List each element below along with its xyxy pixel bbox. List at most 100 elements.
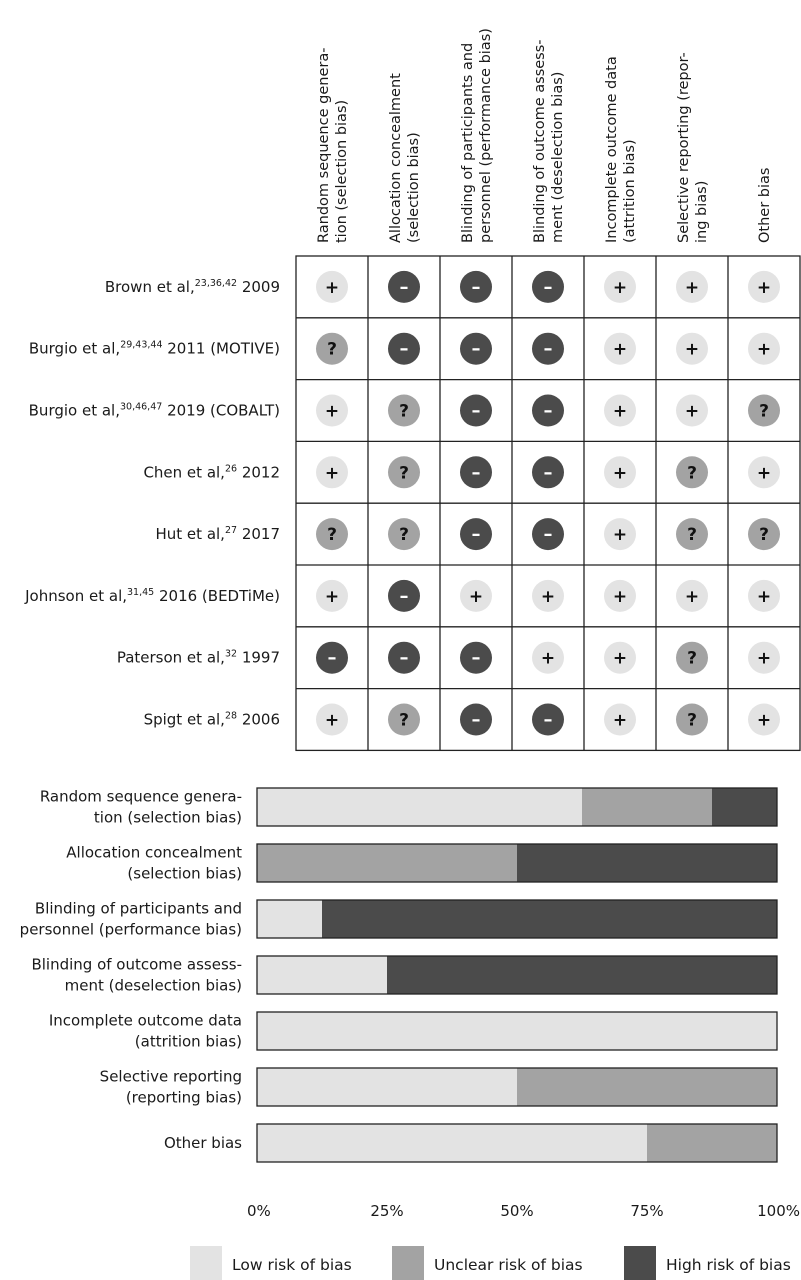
rating-circle	[460, 456, 492, 489]
plus-symbol: +	[541, 649, 555, 669]
bar-category-label: Blinding of outcome assess-	[31, 956, 242, 974]
rating-low: +	[460, 579, 492, 612]
bar-category-label: Allocation concealment	[66, 844, 242, 862]
bar-segment-high	[387, 956, 777, 994]
x-tick-label: 25%	[370, 1202, 403, 1220]
bar-category-label: Blinding of participants and	[35, 900, 242, 918]
column-header: Incomplete outcome data (attrition bias)	[604, 56, 638, 243]
rating-circle	[316, 270, 348, 303]
rating-high: –	[460, 703, 492, 736]
question-symbol: ?	[687, 463, 697, 483]
plus-symbol: +	[613, 525, 627, 545]
study-name: Johnson et al,	[24, 587, 127, 605]
rating-low: +	[316, 270, 348, 303]
plus-symbol: +	[325, 711, 339, 731]
study-year: 2019 (COBALT)	[162, 402, 280, 420]
legend-item-unclear: Unclear risk of bias	[392, 1246, 583, 1280]
column-header: Blinding of participants and personnel (p…	[460, 28, 494, 243]
plus-symbol: +	[613, 711, 627, 731]
plus-symbol: +	[757, 649, 771, 669]
study-references: 31,45	[127, 587, 154, 598]
minus-symbol: –	[544, 710, 553, 731]
rating-low: +	[316, 394, 348, 427]
rating-unclear: ?	[676, 641, 708, 674]
minus-symbol: –	[472, 524, 481, 545]
study-references: 27	[225, 525, 237, 536]
rating-high: –	[388, 579, 420, 612]
rating-circle	[532, 456, 564, 489]
table-grid	[295, 255, 801, 752]
study-label: Brown et al,23,36,42 2009	[105, 278, 280, 296]
rating-circle	[604, 394, 636, 427]
question-symbol: ?	[399, 463, 409, 483]
study-year: 2017	[237, 525, 280, 543]
rating-circle	[604, 579, 636, 612]
bar-segment-high	[712, 788, 777, 826]
risk-of-bias-summary-table: Random sequence genera-tion (selection b…	[24, 28, 801, 752]
legend-label: High risk of bias	[666, 1256, 791, 1274]
bar-outline	[256, 1011, 778, 1051]
rating-circle	[604, 332, 636, 365]
legend-swatch	[190, 1246, 222, 1280]
minus-symbol: –	[400, 648, 409, 669]
rating-low: +	[604, 270, 636, 303]
rating-circle	[748, 270, 780, 303]
study-label: Hut et al,27 2017	[156, 525, 281, 543]
rating-high: –	[316, 641, 348, 674]
rating-high: –	[532, 703, 564, 736]
rating-low: +	[532, 579, 564, 612]
rating-low: +	[748, 270, 780, 303]
minus-symbol: –	[472, 401, 481, 422]
column-header-line: Selective reporting (repor-	[676, 52, 692, 243]
rating-circle	[676, 579, 708, 612]
column-header-line: Random sequence genera-	[316, 48, 332, 243]
rating-unclear: ?	[388, 703, 420, 736]
rating-circle	[676, 456, 708, 489]
study-year: 2012	[237, 463, 280, 481]
rating-circle	[604, 641, 636, 674]
rating-circle	[460, 394, 492, 427]
minus-symbol: –	[400, 339, 409, 360]
rating-unclear: ?	[388, 394, 420, 427]
rating-circle	[316, 579, 348, 612]
rating-low: +	[316, 579, 348, 612]
rating-circle	[316, 641, 348, 674]
bar-category-label: Random sequence genera-	[40, 788, 242, 806]
plus-symbol: +	[613, 402, 627, 422]
x-tick-label: 100%	[757, 1202, 800, 1220]
rating-circle	[460, 641, 492, 674]
rating-low: +	[748, 579, 780, 612]
bar-segment-low	[257, 1068, 517, 1106]
bar-segment-high	[517, 844, 777, 882]
bar-segment-high	[322, 900, 777, 938]
column-header: Selective reporting (repor-ing bias)	[676, 52, 710, 243]
study-year: 2009	[237, 278, 280, 296]
bar-outline	[256, 1067, 778, 1107]
plus-symbol: +	[685, 402, 699, 422]
minus-symbol: –	[544, 524, 553, 545]
rating-high: –	[460, 641, 492, 674]
rating-circle	[532, 270, 564, 303]
x-tick-label: 75%	[630, 1202, 663, 1220]
study-label: Spigt et al,28 2006	[144, 711, 280, 729]
rating-circle	[532, 518, 564, 551]
rating-circle	[460, 518, 492, 551]
rating-circle	[316, 332, 348, 365]
rating-unclear: ?	[388, 518, 420, 551]
column-header-line: Other bias	[757, 168, 773, 243]
rating-circle	[604, 270, 636, 303]
plus-symbol: +	[757, 340, 771, 360]
minus-symbol: –	[544, 401, 553, 422]
rating-low: +	[676, 270, 708, 303]
rating-low: +	[604, 332, 636, 365]
rating-circle	[604, 456, 636, 489]
rating-circle	[460, 332, 492, 365]
study-references: 30,46,47	[120, 402, 162, 413]
question-symbol: ?	[687, 649, 697, 669]
rating-circle	[316, 394, 348, 427]
rating-low: +	[604, 579, 636, 612]
rating-unclear: ?	[316, 518, 348, 551]
study-label: Johnson et al,31,45 2016 (BEDTiMe)	[24, 587, 280, 605]
rating-circle	[532, 579, 564, 612]
